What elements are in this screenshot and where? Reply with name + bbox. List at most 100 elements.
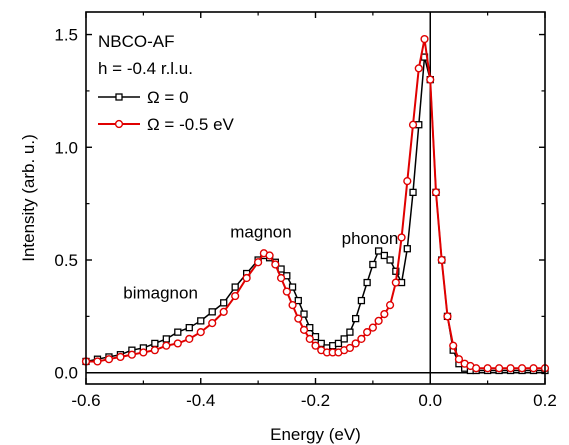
y-tick-label: 1.5	[54, 26, 78, 45]
series-layer	[81, 34, 550, 375]
data-point-1	[208, 319, 217, 328]
data-point-1	[472, 364, 481, 373]
data-point-1	[219, 307, 228, 316]
x-tick-label: 0.2	[533, 391, 557, 410]
axis-ticks	[85, 12, 546, 384]
data-point-0	[409, 188, 417, 197]
data-point-0	[300, 310, 308, 318]
data-point-1	[282, 287, 291, 296]
data-point-0	[220, 299, 228, 307]
data-point-1	[495, 364, 504, 373]
data-point-1	[162, 341, 171, 350]
data-point-1	[368, 323, 377, 332]
data-point-1	[288, 300, 297, 310]
data-point-1	[185, 334, 194, 344]
data-point-1	[506, 364, 515, 373]
data-point-1	[420, 34, 429, 44]
data-point-0	[197, 317, 205, 325]
data-point-1	[116, 352, 125, 362]
data-point-0	[380, 251, 389, 260]
data-point-1	[414, 64, 423, 73]
data-point-1	[426, 75, 435, 84]
series-1	[81, 34, 550, 373]
data-point-0	[340, 335, 348, 343]
x-axis-title: Energy (eV)	[270, 425, 361, 444]
y-tick-label: 1.0	[54, 138, 78, 157]
data-point-0	[392, 267, 400, 275]
data-point-0	[151, 339, 159, 348]
legend-label-omega-0: Ω = 0	[147, 88, 189, 107]
y-axis-title: Intensity (arb. u.)	[19, 134, 38, 262]
data-point-1	[139, 348, 148, 357]
y-tick-label: 0.0	[54, 364, 78, 383]
data-point-1	[150, 346, 159, 355]
data-point-1	[311, 341, 320, 350]
data-point-1	[345, 343, 355, 353]
data-point-1	[391, 278, 400, 287]
data-point-1	[529, 364, 538, 373]
data-point-0	[231, 283, 239, 291]
data-point-0	[346, 328, 354, 336]
data-point-1	[380, 310, 389, 319]
data-point-1	[385, 300, 395, 310]
data-point-0	[208, 308, 216, 316]
data-point-0	[369, 260, 377, 269]
data-point-0	[357, 296, 366, 305]
x-tick-label: 0.0	[418, 391, 442, 410]
data-point-0	[174, 328, 182, 336]
x-tick-label: -0.2	[301, 391, 330, 410]
data-point-1	[299, 325, 309, 334]
data-point-1	[443, 312, 452, 321]
legend-entry-omega-neg-0-5: Ω = -0.5 eV	[98, 115, 235, 134]
data-point-1	[374, 316, 383, 325]
data-point-1	[242, 273, 251, 283]
data-point-1	[403, 176, 412, 186]
data-point-1	[231, 291, 240, 301]
data-point-1	[397, 233, 406, 242]
data-point-1	[351, 339, 360, 348]
data-point-1	[437, 255, 446, 265]
annotation-bimagnon: bimagnon	[123, 283, 198, 302]
data-point-0	[294, 296, 302, 305]
data-point-1	[363, 328, 372, 337]
data-point-0	[352, 314, 360, 323]
data-point-1	[357, 334, 366, 344]
legend-title-momentum: h = -0.4 r.l.u.	[98, 59, 193, 78]
legend-swatch-omega-0	[98, 93, 140, 101]
legend-label-omega-neg-0-5: Ω = -0.5 eV	[147, 115, 235, 134]
data-point-1	[408, 120, 418, 129]
data-point-1	[127, 350, 137, 359]
axis-tick-labels: -0.6 -0.4 -0.2 0.0 0.2 0.0 0.5 1.0 1.5	[54, 26, 556, 410]
legend-title-sample: NBCO-AF	[98, 32, 175, 51]
data-point-1	[517, 364, 527, 373]
legend-marker-1	[114, 119, 124, 129]
legend-marker-0	[115, 93, 123, 101]
data-point-1	[454, 355, 464, 364]
annotations: bimagnon magnon phonon	[123, 222, 398, 302]
data-point-1	[276, 273, 286, 283]
data-point-1	[196, 328, 205, 337]
data-point-1	[254, 258, 263, 267]
x-tick-label: -0.6	[71, 391, 100, 410]
data-point-1	[271, 260, 280, 269]
data-point-0	[374, 247, 383, 255]
data-point-0	[386, 256, 394, 264]
legend-entry-omega-0: Ω = 0	[98, 88, 189, 107]
data-point-1	[173, 339, 182, 348]
legend: NBCO-AF h = -0.4 r.l.u. Ω = 0 Ω = -0.5 e…	[98, 32, 235, 134]
data-point-1	[449, 341, 458, 350]
annotation-phonon: phonon	[342, 229, 399, 248]
data-point-0	[288, 283, 297, 291]
x-tick-label: -0.4	[186, 391, 215, 410]
annotation-magnon: magnon	[230, 222, 291, 241]
data-point-0	[185, 323, 193, 332]
data-point-0	[403, 245, 411, 253]
data-point-0	[334, 339, 343, 348]
data-point-1	[483, 364, 492, 373]
data-point-1	[93, 357, 102, 366]
data-point-1	[305, 334, 314, 344]
y-tick-label: 0.5	[54, 251, 78, 270]
data-point-1	[265, 251, 274, 260]
data-point-0	[363, 278, 371, 287]
